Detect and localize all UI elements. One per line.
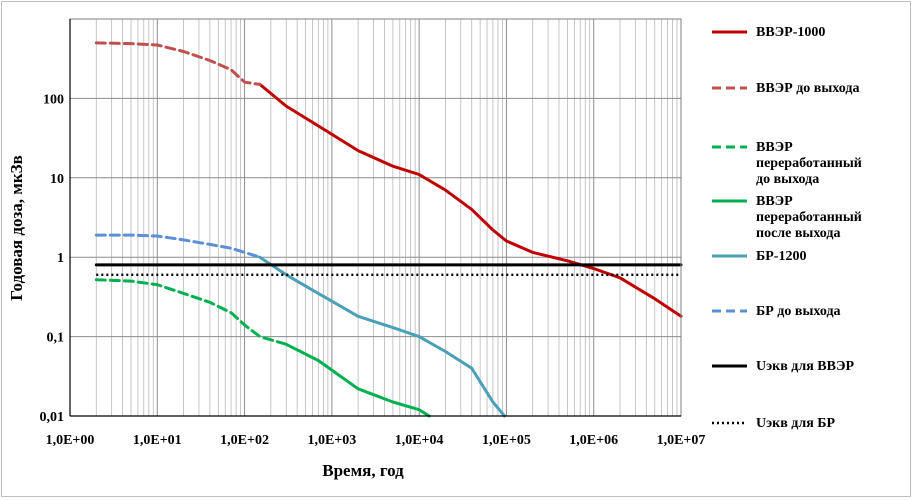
legend-label: ВВЭР xyxy=(756,194,793,209)
x-tick-label: 1,0E+03 xyxy=(307,433,356,448)
legend-label: переработанный xyxy=(756,210,862,225)
legend-label: Uэкв для БР xyxy=(756,416,836,431)
legend-label: Uэкв для ВВЭР xyxy=(756,359,854,374)
y-tick-label: 100 xyxy=(43,92,64,107)
grid xyxy=(69,18,682,417)
legend-label: ВВЭР-1000 xyxy=(756,25,825,40)
series-line-1 xyxy=(94,41,262,86)
x-tick-label: 1,0E+06 xyxy=(569,433,618,448)
x-tick-label: 1,0E+00 xyxy=(46,433,95,448)
series-line-2 xyxy=(94,278,288,346)
x-tick-label: 1,0E+02 xyxy=(220,433,269,448)
legend-item: БР до выхода xyxy=(712,304,841,319)
legend-item: ВВЭР до выхода xyxy=(712,81,859,96)
series-line-4 xyxy=(258,255,506,418)
series-line-0 xyxy=(258,82,683,318)
legend-item: Uэкв для ВВЭР xyxy=(712,359,854,374)
legend-item: Uэкв для БР xyxy=(712,416,836,431)
y-axis-title: Годовая доза, мкЗв xyxy=(7,155,26,301)
x-tick-label: 1,0E+05 xyxy=(482,433,531,448)
tick-labels: 1,0E+00 1,0E+01 1,0E+02 1,0E+03 1,0E+04 1,0E+… xyxy=(40,92,706,448)
legend-label: до выхода xyxy=(756,172,819,187)
series-line-5 xyxy=(94,233,262,259)
x-tick-label: 1,0E+04 xyxy=(395,433,444,448)
y-tick-label: 0,01 xyxy=(40,410,65,425)
x-tick-label: 1,0E+07 xyxy=(657,433,706,448)
legend-label: переработанный xyxy=(756,156,862,171)
x-tick-label: 1,0E+01 xyxy=(133,433,182,448)
legend-label: ВВЭР xyxy=(756,140,793,155)
axes xyxy=(69,18,682,417)
legend-label: ВВЭР до выхода xyxy=(756,81,859,96)
legend-item: ВВЭР-1000 xyxy=(712,25,825,40)
legend-item: БР-1200 xyxy=(712,249,806,264)
legend-label: БР-1200 xyxy=(756,249,806,264)
legend-label: БР до выхода xyxy=(756,304,841,319)
series-group xyxy=(94,41,683,418)
y-tick-label: 0,1 xyxy=(47,331,65,346)
y-tick-label: 1 xyxy=(57,251,64,266)
legend-label: после выхода xyxy=(756,226,841,241)
series-line-3 xyxy=(284,342,431,418)
y-tick-label: 10 xyxy=(50,172,64,187)
x-axis-title: Время, год xyxy=(322,461,404,480)
